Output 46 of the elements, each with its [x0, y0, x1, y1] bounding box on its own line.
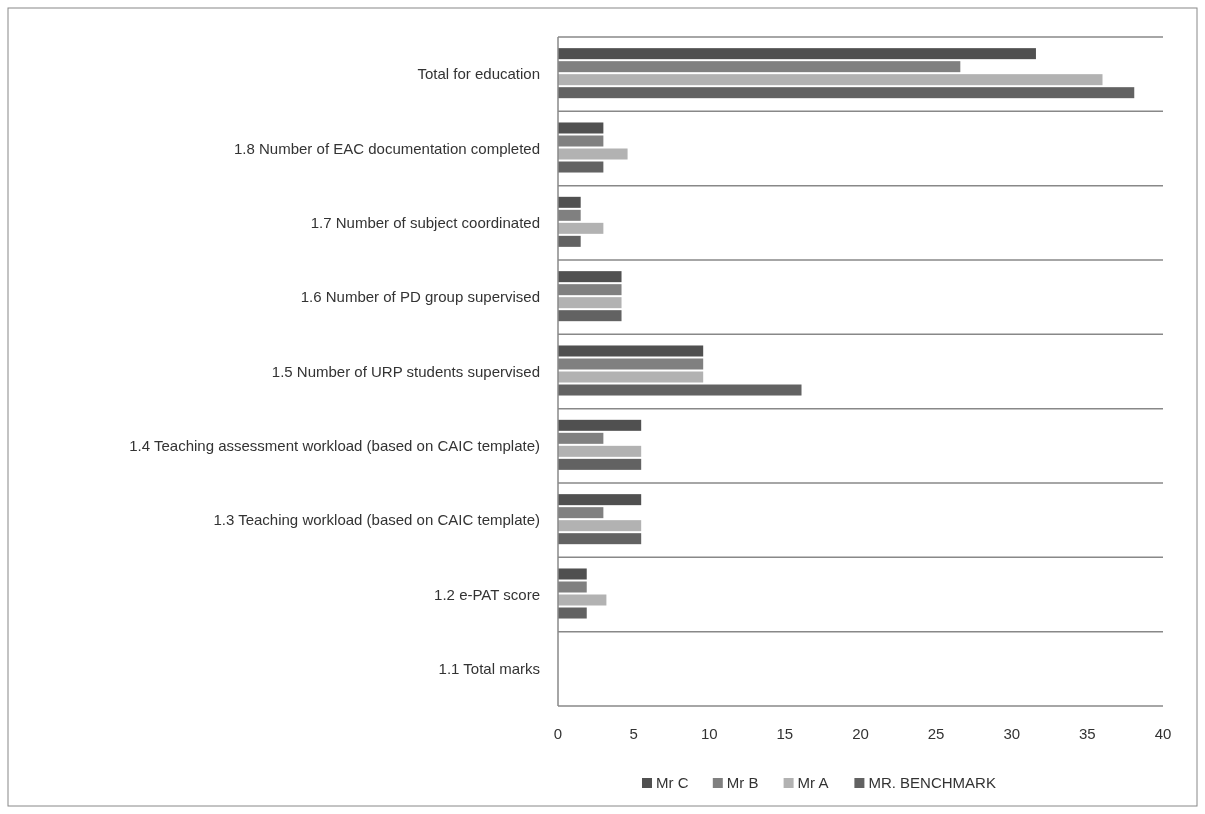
x-tick-label: 35: [1079, 725, 1096, 742]
bar: [558, 122, 604, 134]
x-tick-label: 5: [629, 725, 638, 742]
bar: [558, 520, 642, 532]
bar: [558, 445, 642, 457]
bar: [558, 458, 642, 470]
y-tick-label: 1.6 Number of PD group supervised: [300, 288, 540, 306]
bar: [558, 87, 1135, 99]
bar: [558, 148, 628, 160]
x-tick-label: 40: [1154, 725, 1172, 742]
y-tick-label: 1.3 Teaching workload (based on CAIC template): [213, 511, 540, 529]
y-tick-label: 1.5 Number of URP students supervised: [271, 362, 540, 380]
x-tick-label: 10: [700, 725, 718, 742]
y-tick-label: 1.4 Teaching assessment workload (based on CAIC template): [129, 436, 540, 454]
x-tick-label: 15: [776, 725, 794, 742]
bar: [558, 161, 604, 173]
bar: [558, 235, 581, 247]
legend-label: Mr A: [797, 774, 829, 791]
y-tick-label: 1.7 Number of subject coordinated: [310, 213, 540, 231]
x-tick-label: 30: [1003, 725, 1021, 742]
legend-label: Mr C: [656, 774, 689, 791]
bar: [558, 533, 642, 545]
bar: [558, 494, 642, 506]
y-tick-label: 1.2 e-PAT score: [434, 585, 540, 603]
bar: [558, 196, 581, 208]
bar: [558, 48, 1036, 60]
x-tick-label: 0: [553, 725, 563, 742]
bar: [558, 222, 604, 234]
x-tick-label: 20: [852, 725, 869, 742]
bar: [558, 310, 622, 322]
bar: [558, 568, 587, 580]
bar: [558, 271, 622, 283]
x-tick-label: 25: [927, 725, 945, 742]
bar: [558, 345, 704, 357]
legend-label: Mr B: [726, 774, 759, 791]
bar: [558, 607, 587, 619]
bar: [558, 419, 642, 431]
legend-label: MR. BENCHMARK: [868, 774, 996, 791]
bar: [558, 297, 622, 309]
y-tick-label: Total for education: [417, 65, 540, 83]
bar: [558, 74, 1103, 86]
y-tick-label: 1.1 Total marks: [438, 659, 540, 677]
y-tick-label: 1.8 Number of EAC documentation completed: [234, 139, 540, 157]
bar: [558, 594, 607, 606]
bar: [558, 384, 802, 396]
bar: [558, 371, 704, 383]
